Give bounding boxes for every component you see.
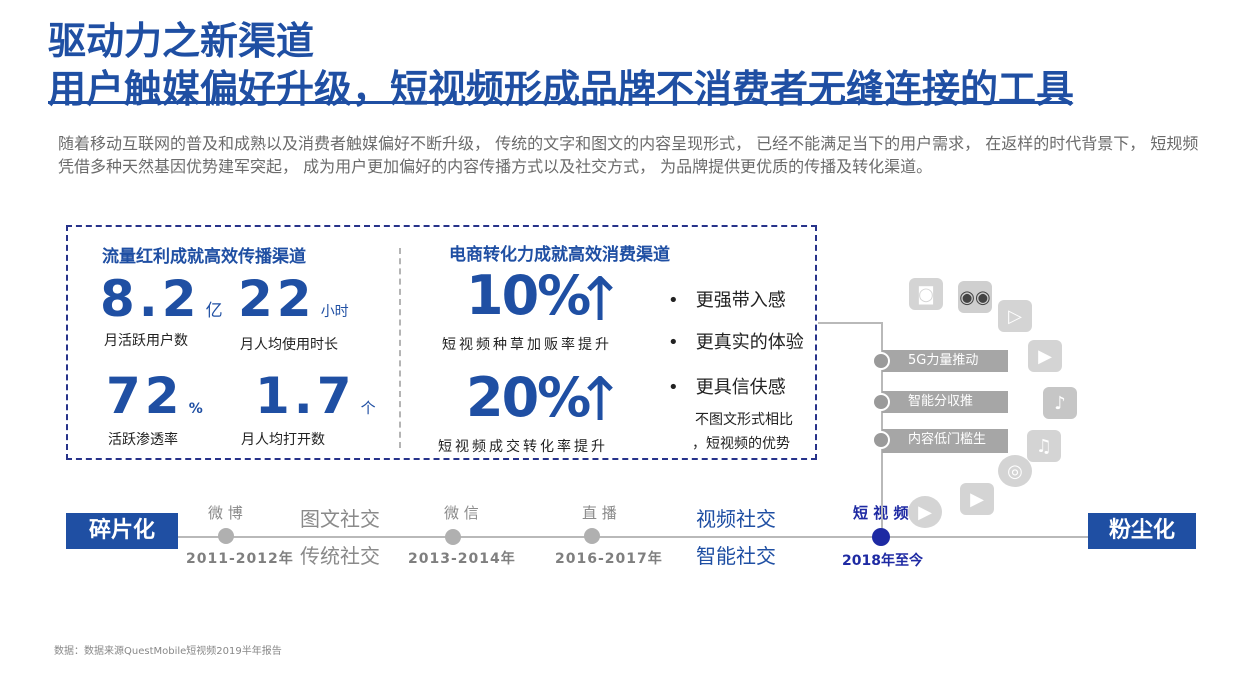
stat-value: 20%: [466, 366, 591, 429]
stat-unit: 小时: [320, 304, 349, 320]
stat-unit: 个: [360, 399, 376, 417]
timeline-dot: [445, 529, 461, 545]
intro-paragraph: 随着移动互联网的普及和成熟以及消费者触媒偏好不断升级， 传统的文字和图文的内容呈…: [58, 134, 1199, 176]
stat-apps-opened: 1.7 个: [255, 367, 376, 425]
tiktok-icon: ♪: [1043, 387, 1077, 419]
phase-label: 智能社交: [696, 544, 776, 568]
stat-label: 短视频成交转化率提升: [438, 439, 608, 455]
stage-name: 直 播: [582, 504, 617, 522]
timeline-line: [150, 536, 1090, 538]
conversion-heading: 电商转化力成就高效消费渠道: [449, 245, 670, 265]
stat-label: 月人均打开数: [241, 432, 325, 448]
feature-dot: [872, 431, 890, 449]
feature-pill: 内容低门槛生: [882, 429, 1008, 453]
phase-label: 图文社交: [300, 507, 380, 531]
stat-value: 10%: [466, 264, 591, 327]
feature-pill: 智能分収推: [882, 391, 1008, 413]
bullet-item: • 更强带入感: [668, 290, 786, 311]
phase-label: 传统社交: [300, 544, 380, 568]
stage-year: 2013-2014年: [408, 551, 516, 567]
phase-label: 视频社交: [696, 507, 776, 531]
up-arrow-icon: ↑: [575, 265, 626, 335]
stat-unit: 亿: [205, 301, 223, 321]
stat-unit: %: [188, 401, 203, 417]
stage-name: 微 博: [208, 504, 243, 522]
timeline-dot: [218, 528, 234, 544]
title-underline: [48, 101, 1072, 104]
video-icon: ▶: [960, 483, 994, 515]
stat-value: 8.2: [100, 270, 201, 328]
stage-name: 微 信: [444, 504, 479, 522]
bullet-text: 更真实的体验: [695, 332, 804, 353]
page-subtitle: 用户触媒偏好升级，短视频形成品牌不消费者无缝连接的工具: [48, 67, 1075, 111]
stat-monthly-users: 8.2 亿: [100, 270, 223, 328]
bullet-text: 更强带入感: [695, 290, 786, 311]
up-arrow-icon: ↑: [575, 365, 626, 435]
stat-label: 月活跃用户数: [104, 333, 188, 349]
dust-label: 粉尘化: [1088, 513, 1196, 549]
stats-panel: [66, 225, 817, 460]
stat-label: 短视频种草加贩率提升: [442, 337, 612, 353]
bullet-item: • 更具信伕感: [668, 377, 786, 398]
note-text: 不图文形式相比: [695, 412, 793, 428]
timeline-dot: [584, 528, 600, 544]
stat-value: 22: [238, 270, 316, 328]
play-icon: ▷: [998, 300, 1032, 332]
stage-name: 短 视 频: [853, 504, 909, 522]
bullet-text: 更具信伕感: [695, 377, 786, 398]
music-icon: ♫: [1027, 430, 1061, 462]
feature-dot: [872, 352, 890, 370]
stats-divider: [399, 248, 401, 448]
connector-line: [881, 322, 883, 528]
stat-value: 72: [106, 367, 184, 425]
camera-icon: ◙: [909, 278, 943, 310]
feature-pill: 5G力量推动: [882, 350, 1008, 372]
stat-label: 月人均使用时长: [240, 337, 338, 353]
timeline-dot-active: [872, 528, 890, 546]
source-note: 数据：数据来源QuestMobile短视频2019半年报告: [54, 646, 282, 657]
page-title: 驱动力之新渠道: [48, 19, 315, 63]
stage-year: 2016-2017年: [555, 551, 663, 567]
stat-label: 活跃渗透率: [108, 432, 178, 448]
stat-usage-time: 22 小时: [238, 270, 349, 328]
owl-icon: ◉◉: [958, 281, 992, 313]
stage-year: 2011-2012年: [186, 551, 294, 567]
play-circle-icon: ▶: [1028, 340, 1062, 372]
note-text: ，短视频的优势: [692, 436, 790, 452]
connector-line: [818, 322, 883, 324]
bullet-item: • 更真实的体验: [668, 332, 804, 353]
disc-icon: ◎: [998, 455, 1032, 487]
fragmentation-label: 碎片化: [66, 513, 178, 549]
traffic-heading: 流量红利成就高效传播渠道: [102, 247, 306, 267]
feature-dot: [872, 393, 890, 411]
stat-value: 1.7: [255, 367, 356, 425]
play-circle-icon: ▶: [908, 496, 942, 528]
stat-penetration: 72 %: [106, 367, 203, 425]
stage-year: 2018年至今: [842, 553, 923, 569]
